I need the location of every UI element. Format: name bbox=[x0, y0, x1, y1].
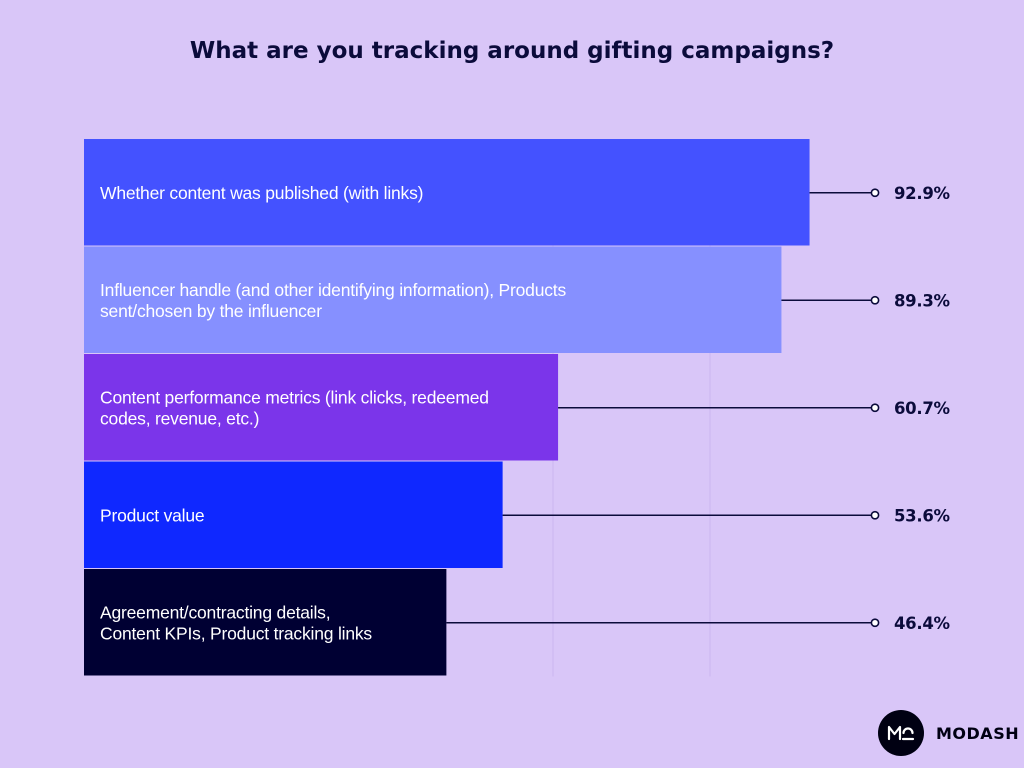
category-label-4: Product value bbox=[100, 505, 204, 525]
category-label-1: Whether content was published (with link… bbox=[100, 183, 423, 203]
connector-dot-3 bbox=[870, 403, 880, 413]
value-labels: 92.9% 89.3% 60.7% 53.6% 46.4% bbox=[894, 184, 951, 633]
category-label-line: Product value bbox=[100, 505, 204, 525]
value-label-2: 89.3% bbox=[894, 291, 951, 310]
category-label-line: Whether content was published (with link… bbox=[100, 183, 423, 203]
modash-logo bbox=[878, 710, 924, 756]
value-connectors bbox=[446, 188, 880, 628]
value-label-1: 92.9% bbox=[894, 184, 951, 203]
connector-dot-5 bbox=[870, 618, 880, 628]
category-label-line: Agreement/contracting details, bbox=[100, 602, 330, 622]
bar-4 bbox=[84, 461, 503, 568]
value-label-4: 53.6% bbox=[894, 506, 951, 525]
modash-logo-mark bbox=[887, 725, 915, 741]
category-labels: Whether content was published (with link… bbox=[100, 183, 567, 644]
brand: MODASH bbox=[878, 710, 1019, 756]
category-label-line: Influencer handle (and other identifying… bbox=[100, 280, 566, 300]
connector-dot-1 bbox=[870, 188, 880, 198]
category-label-line: codes, revenue, etc.) bbox=[100, 408, 259, 428]
bar-chart: Whether content was published (with link… bbox=[84, 139, 951, 677]
bar-5 bbox=[84, 569, 447, 676]
connector-dot-4 bbox=[870, 510, 880, 520]
category-label-line: Content KPIs, Product tracking links bbox=[100, 623, 372, 643]
bar-2 bbox=[84, 246, 782, 353]
bars bbox=[84, 139, 810, 676]
brand-name: MODASH bbox=[936, 723, 1020, 743]
connector-dot-2 bbox=[870, 295, 880, 305]
bar-1 bbox=[84, 139, 810, 246]
value-label-5: 46.4% bbox=[894, 614, 951, 633]
category-label-2: Influencer handle (and other identifying… bbox=[100, 280, 566, 321]
bar-3 bbox=[84, 354, 559, 461]
chart-title: What are you tracking around gifting cam… bbox=[189, 38, 835, 64]
category-label-line: Content performance metrics (link clicks… bbox=[100, 387, 489, 407]
category-label-3: Content performance metrics (link clicks… bbox=[100, 387, 489, 428]
category-label-5: Agreement/contracting details, Content KP… bbox=[100, 602, 372, 643]
value-label-3: 60.7% bbox=[894, 399, 951, 418]
category-label-line: sent/chosen by the influencer bbox=[100, 301, 322, 321]
